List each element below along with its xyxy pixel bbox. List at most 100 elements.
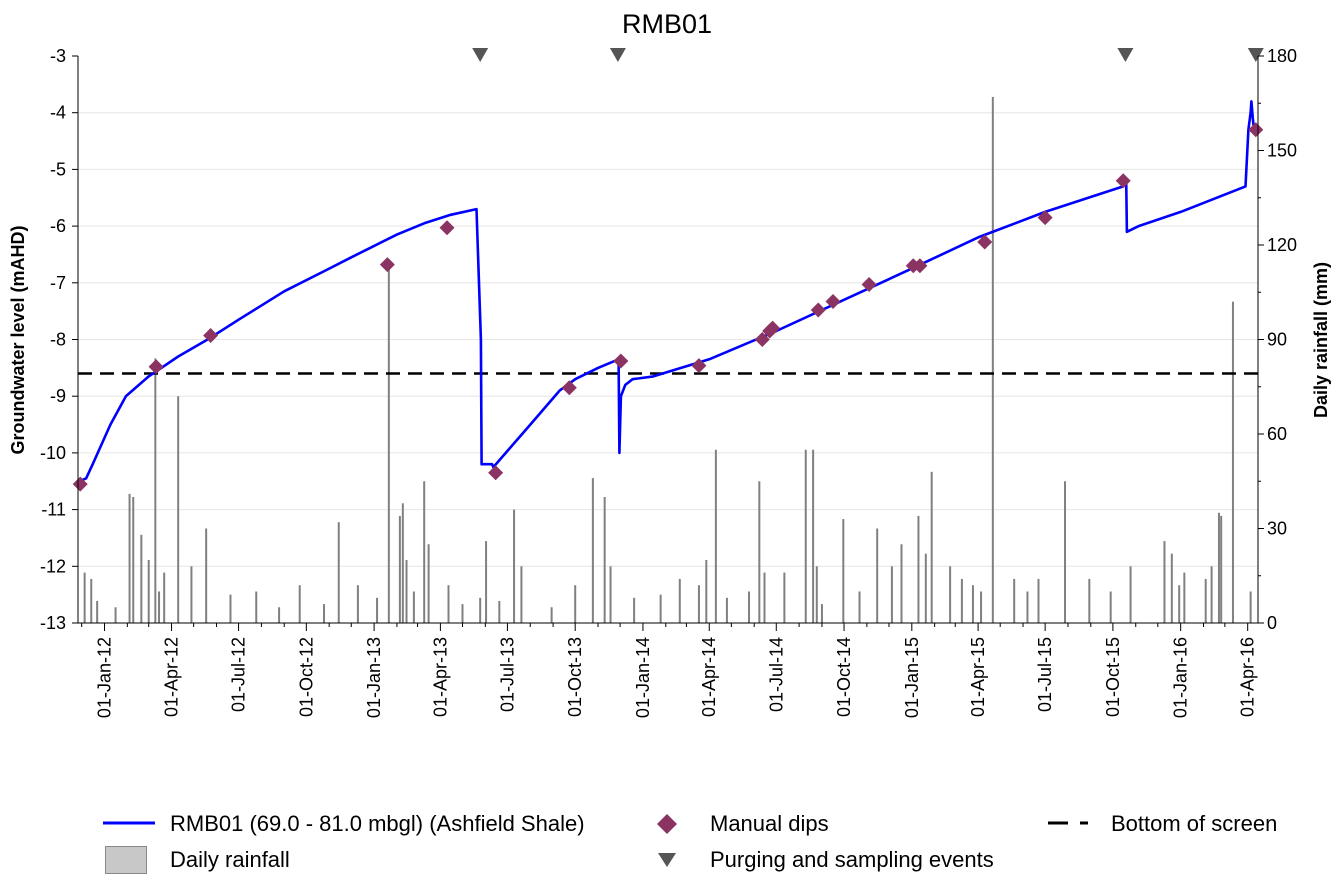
rainfall-bar: [1249, 591, 1252, 623]
rainfall-bar: [520, 566, 523, 623]
x-tick-label: 01-Oct-15: [1103, 637, 1123, 717]
rainfall-bar: [659, 594, 662, 623]
manual-dip-point: [754, 332, 770, 347]
rainfall-bars: [83, 96, 1252, 623]
y-tick-label: -5: [50, 159, 66, 179]
rainfall-bar: [398, 515, 401, 623]
rainfall-bar: [705, 560, 708, 623]
rainfall-bar: [1109, 591, 1112, 623]
x-tick-label: 01-Jan-12: [95, 637, 115, 718]
y-axis-label: Groundwater level (mAHD): [8, 225, 28, 454]
manual-dip-point: [72, 476, 88, 492]
manual-dip-point: [203, 328, 219, 344]
groundwater-level-line: [78, 100, 1256, 483]
y2-tick-label: 150: [1267, 141, 1297, 161]
rainfall-bar: [971, 585, 974, 623]
manual-dip-point: [810, 302, 826, 318]
rainfall-bar: [603, 497, 606, 623]
x-tick-label: 01-Oct-12: [296, 637, 316, 717]
rainfall-bar: [633, 597, 636, 623]
rainfall-bar: [812, 449, 815, 623]
rainfall-bar: [140, 534, 143, 623]
legend-label-daily-rainfall: Daily rainfall: [170, 847, 290, 872]
chart-area: RMB01 -3 -4 -5 -6 -7 -8 -9 -10 -11 -12 -13 180 150 12…: [8, 9, 1331, 718]
x-tick-label: 01-Jul-13: [497, 637, 517, 712]
triangle-down-icon: [658, 853, 676, 867]
x-tick-label: 01-Apr-16: [1238, 637, 1258, 717]
chart-title: RMB01: [622, 9, 712, 39]
rainfall-bar: [725, 597, 728, 623]
rainfall-bar: [1037, 578, 1040, 623]
y2-tick-label: 0: [1267, 613, 1277, 633]
rainfall-bar: [278, 607, 281, 623]
manual-dip-markers: [72, 122, 1264, 492]
manual-dip-point: [765, 320, 781, 336]
rainfall-bar: [930, 471, 933, 623]
rainfall-bar: [900, 544, 903, 623]
y2-axis-label: Daily rainfall (mm): [1311, 262, 1331, 418]
x-tick-label: 01-Jan-15: [902, 637, 922, 718]
legend-label-groundwater: RMB01 (69.0 - 81.0 mbgl) (Ashfield Shale…: [170, 811, 585, 836]
y2-tick-label: 60: [1267, 424, 1287, 444]
rainfall-bar: [1163, 541, 1166, 623]
legend: RMB01 (69.0 - 81.0 mbgl) (Ashfield Shale…: [0, 800, 1343, 876]
rainfall-bar: [1183, 572, 1186, 623]
rainfall-bar: [205, 528, 208, 623]
y2-tick-label: 30: [1267, 519, 1287, 539]
y-tick-label: -12: [40, 556, 66, 576]
y-tick-label: -10: [40, 443, 66, 463]
axes: -3 -4 -5 -6 -7 -8 -9 -10 -11 -12 -13 180 150 120 90 60 3…: [40, 46, 1297, 718]
line-swatch-icon: [103, 821, 155, 825]
rainfall-bar: [697, 585, 700, 623]
rainfall-bar: [591, 478, 594, 623]
rainfall-bar: [423, 481, 426, 623]
purging-event-marker: [472, 48, 489, 62]
manual-dip-point: [148, 359, 164, 375]
rainfall-bar: [949, 566, 952, 623]
rainfall-bar: [114, 607, 117, 623]
rainfall-bar: [991, 96, 994, 623]
x-tick-label: 01-Jan-14: [633, 637, 653, 718]
manual-dip-point: [488, 465, 504, 481]
x-tick-label: 01-Jul-15: [1035, 637, 1055, 712]
manual-dip-point: [379, 257, 395, 273]
rainfall-bar: [83, 572, 86, 623]
rainfall-bar: [1013, 578, 1016, 623]
rainfall-bar: [1129, 566, 1132, 623]
rainfall-bar: [337, 522, 340, 623]
x-tick-label: 01-Apr-12: [162, 637, 182, 717]
x-tick-label: 01-Apr-15: [968, 637, 988, 717]
rainfall-bar: [1170, 553, 1173, 623]
rainfall-bar: [574, 585, 577, 623]
manual-dip-point: [977, 234, 993, 250]
legend-label-manual-dips: Manual dips: [710, 811, 829, 836]
rainfall-bar: [858, 591, 861, 623]
rainfall-bar: [229, 594, 232, 623]
rainfall-bar: [405, 560, 408, 623]
rainfall-bar: [1204, 578, 1207, 623]
rainfall-bar: [890, 566, 893, 623]
manual-dip-point: [825, 294, 841, 310]
rainfall-bar: [147, 560, 150, 623]
x-tick-label: 01-Jan-16: [1171, 637, 1191, 718]
rainfall-bar: [163, 572, 166, 623]
rainfall-bar: [128, 493, 131, 623]
rainfall-bar: [1231, 301, 1234, 623]
rainfall-bar: [609, 566, 612, 623]
rainfall-bar: [917, 515, 920, 623]
rainfall-bar: [876, 528, 879, 623]
rainfall-bar: [842, 519, 845, 623]
y-tick-label: -7: [50, 273, 66, 293]
y2-tick-label: 180: [1267, 46, 1297, 66]
grid-lines: [78, 112, 1258, 567]
x-tick-label: 01-Apr-13: [430, 637, 450, 717]
rainfall-bar: [763, 572, 766, 623]
dash-line-icon: [1048, 821, 1088, 825]
purging-event-marker: [609, 48, 626, 62]
manual-dip-point: [912, 258, 928, 274]
rainfall-bar: [1026, 591, 1029, 623]
rainfall-bar: [461, 604, 464, 623]
rainfall-bar: [132, 497, 135, 623]
rainfall-bar: [412, 591, 415, 623]
rainfall-bar: [376, 597, 379, 623]
